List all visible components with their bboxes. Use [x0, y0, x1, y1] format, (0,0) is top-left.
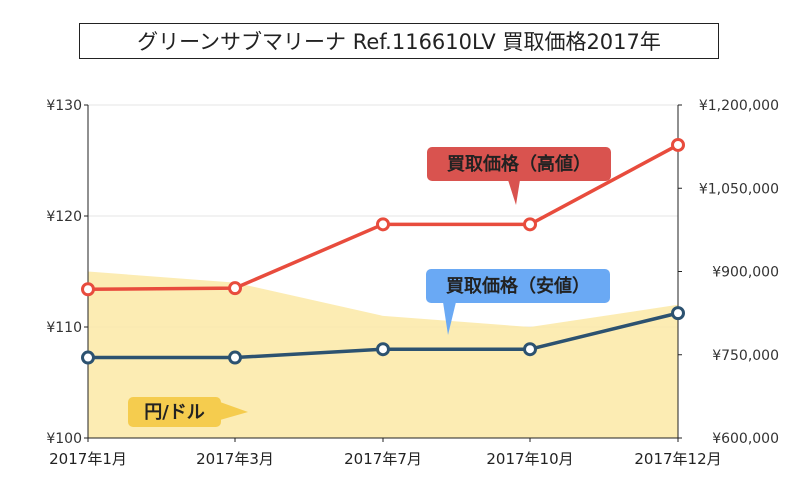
- y-right-tick-label: ¥900,000: [712, 265, 779, 281]
- y-left-tick-label: ¥100: [46, 431, 82, 447]
- data-point: [81, 350, 95, 365]
- y-right-tick-label: ¥600,000: [712, 431, 779, 447]
- x-tick-label: 2017年10月: [486, 450, 573, 468]
- labels-layer: ¥100 ¥110 ¥120 ¥130 ¥600,000 ¥750,000 ¥900,000…: [46, 98, 779, 468]
- data-point: [81, 282, 95, 297]
- y-right-tick-label: ¥750,000: [712, 348, 779, 364]
- callout-low-box: [426, 269, 610, 303]
- x-tick-label: 2017年12月: [634, 450, 721, 468]
- callout-high-box: [427, 147, 611, 181]
- y-left-tick-label: ¥110: [46, 320, 82, 336]
- x-tick-label: 2017年1月: [49, 450, 127, 468]
- y-right-tick-label: ¥1,200,000: [699, 98, 779, 114]
- callout-high-label: 買取価格（高値）: [447, 153, 591, 175]
- data-point: [523, 342, 537, 357]
- axes-layer: [84, 104, 682, 442]
- callout-fx-label: 円/ドル: [144, 402, 205, 423]
- y-left-tick-label: ¥130: [46, 98, 82, 114]
- callout-high-tail: [508, 180, 520, 205]
- x-tick-label: 2017年3月: [196, 450, 274, 468]
- data-point: [523, 217, 537, 232]
- y-right-tick-label: ¥1,050,000: [699, 181, 779, 197]
- data-point: [228, 350, 242, 365]
- data-point: [228, 281, 242, 296]
- chart-title: グリーンサブマリーナ Ref.116610LV 買取価格2017年: [79, 23, 719, 59]
- callout-layer: 買取価格（高値） 買取価格（安値） 円/ドル: [128, 147, 611, 427]
- lines-layer: [81, 137, 685, 365]
- data-point: [376, 342, 390, 357]
- data-point: [376, 217, 390, 232]
- callout-fx-tail: [220, 402, 248, 420]
- callout-fx-box: [128, 397, 221, 427]
- data-point: [671, 137, 685, 152]
- data-point: [671, 306, 685, 321]
- x-tick-label: 2017年7月: [344, 450, 422, 468]
- callout-low-label: 買取価格（安値）: [446, 275, 590, 297]
- y-left-tick-label: ¥120: [46, 209, 82, 225]
- callout-low-tail: [443, 302, 456, 335]
